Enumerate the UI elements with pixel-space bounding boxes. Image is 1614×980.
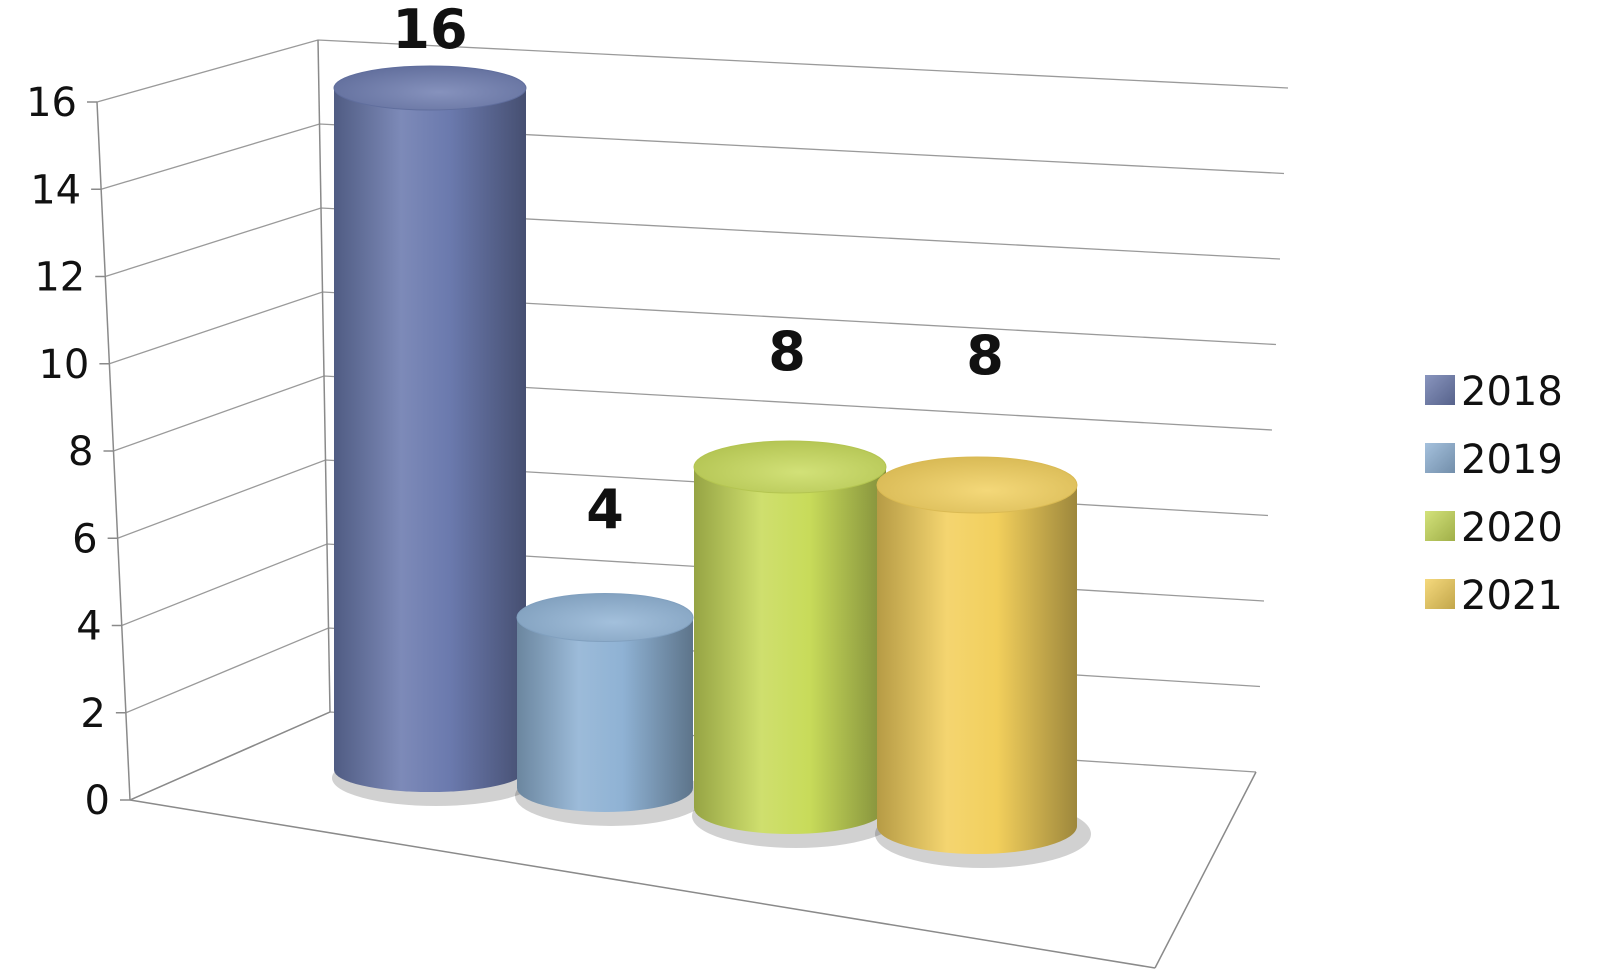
legend-swatch-2020: [1425, 511, 1455, 541]
legend-label-2021: 2021: [1461, 573, 1563, 619]
floor-right-edge: [1154, 771, 1257, 969]
gridline-4: [121, 543, 1265, 627]
bars: [332, 65, 1091, 868]
data-label-2018: 16: [392, 0, 467, 61]
bar-top-2021: [876, 456, 1078, 514]
bar-2021: [875, 456, 1091, 868]
legend-label-2019: 2019: [1461, 437, 1563, 483]
y-tick-label-4: 4: [76, 604, 101, 650]
gridline-12: [105, 207, 1281, 278]
legend: 2018 2019 2020 2021: [1425, 369, 1563, 619]
bar-top-2019: [516, 593, 694, 642]
y-tick-label-14: 14: [30, 167, 81, 213]
gridline-10: [109, 291, 1277, 365]
data-label-2019: 4: [586, 478, 624, 541]
bar-body-2021: [877, 485, 1077, 854]
legend-swatch-2018: [1425, 375, 1455, 405]
bar-top-2018: [333, 65, 527, 111]
gridline-8: [113, 375, 1273, 452]
y-tick-label-16: 16: [26, 80, 77, 126]
bar-body-2020: [694, 467, 886, 834]
floor-left-edge: [129, 711, 331, 801]
bar-top-2020: [693, 440, 887, 494]
axes: [96, 39, 1257, 969]
bar-2018: [332, 65, 540, 806]
y-tick-label-2: 2: [80, 691, 105, 737]
y-tick-label-8: 8: [68, 429, 93, 475]
floor-front-edge: [129, 799, 1156, 969]
legend-label-2020: 2020: [1461, 505, 1563, 551]
y-tick-label-6: 6: [72, 516, 97, 562]
y-tick-label-0: 0: [85, 778, 110, 824]
bar-2019: [515, 593, 707, 826]
legend-label-2018: 2018: [1461, 369, 1563, 415]
y-tick-label-10: 10: [38, 342, 89, 388]
data-label-2021: 8: [966, 324, 1004, 387]
gridline-16: [96, 39, 1289, 103]
bar-2020: [692, 440, 900, 848]
bar-body-2019: [517, 617, 693, 812]
legend-swatch-2021: [1425, 579, 1455, 609]
data-label-2020: 8: [768, 320, 806, 383]
y-axis-ticks: 0 2 4 6 8 10 12 14 16: [26, 80, 130, 824]
gridline-14: [100, 123, 1285, 190]
gridline-6: [117, 459, 1269, 539]
legend-swatch-2019: [1425, 443, 1455, 473]
y-tick-label-12: 12: [34, 255, 85, 301]
data-labels: 16 4 8 8: [392, 0, 1003, 541]
bar-body-2018: [334, 88, 526, 792]
left-wall-back-edge: [317, 39, 331, 713]
